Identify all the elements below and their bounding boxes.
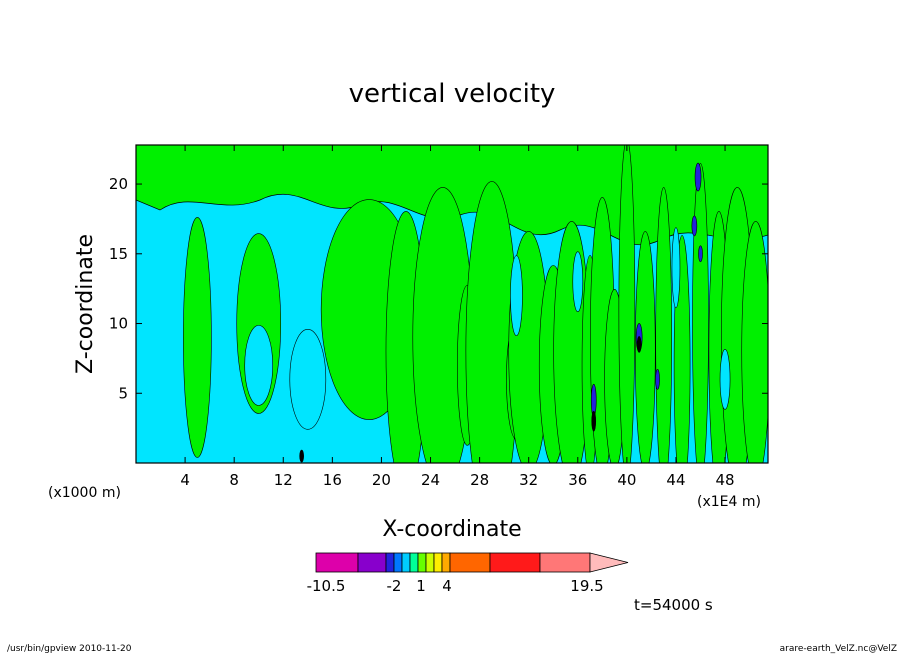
x-tick-label: 44 <box>666 471 685 489</box>
footer-right: arare-earth_VelZ.nc@VelZ <box>780 644 897 654</box>
contour-region <box>634 231 656 463</box>
x-unit-left: (x1000 m) <box>48 485 121 501</box>
colorbar-label: 4 <box>442 577 452 595</box>
chart-title: vertical velocity <box>349 79 556 109</box>
colorbar-swatch <box>401 552 411 573</box>
colorbar-label: 1 <box>416 577 426 595</box>
x-axis-label: X-coordinate <box>382 517 521 542</box>
x-unit-right: (x1E4 m) <box>697 494 761 510</box>
contour-region <box>691 215 698 237</box>
x-tick-label: 28 <box>470 471 489 489</box>
contour-region <box>655 369 660 390</box>
y-tick-label: 15 <box>109 245 128 263</box>
colorbar-label: -10.5 <box>307 577 346 595</box>
contour-region <box>183 217 212 458</box>
time-label: t=54000 s <box>634 596 713 614</box>
colorbar-swatch <box>449 552 491 573</box>
x-tick-label: 12 <box>274 471 293 489</box>
x-axis: 4 8 12 16 20 24 28 32 36 40 44 48 <box>180 145 735 489</box>
y-tick-label: 5 <box>118 384 128 402</box>
colorbar-swatch <box>433 552 443 573</box>
colorbar-swatch <box>539 552 591 573</box>
contour-region <box>591 410 597 432</box>
y-tick-label: 20 <box>109 175 128 193</box>
x-tick-label: 48 <box>716 471 735 489</box>
colorbar-swatch <box>417 552 427 573</box>
plot-frame <box>135 144 769 464</box>
y-axis: 5 10 15 20 <box>109 175 768 402</box>
x-tick-label: 4 <box>180 471 190 489</box>
contour-region <box>698 245 703 263</box>
contour-region <box>618 145 636 463</box>
colorbar: -10.5 -2 1 4 19.5 <box>307 552 629 595</box>
plot-area <box>135 144 769 464</box>
y-tick-label: 10 <box>109 315 128 333</box>
contour-field <box>136 145 768 463</box>
x-tick-label: 24 <box>421 471 440 489</box>
x-tick-label: 40 <box>617 471 636 489</box>
colorbar-swatch <box>425 552 435 573</box>
colorbar-arrow <box>589 552 629 573</box>
contour-region <box>692 163 709 463</box>
contour-region <box>655 187 672 463</box>
colorbar-swatch <box>315 552 359 573</box>
colorbar-swatch <box>489 552 541 573</box>
x-tick-label: 16 <box>323 471 342 489</box>
contour-region <box>572 251 584 312</box>
x-tick-label: 32 <box>519 471 538 489</box>
contour-region <box>694 162 702 192</box>
contour-region <box>671 227 681 309</box>
contour-region <box>510 255 523 336</box>
contour-region <box>289 329 327 430</box>
colorbar-swatch <box>409 552 419 573</box>
contour-region <box>244 325 274 406</box>
colorbar-label: 19.5 <box>570 577 603 595</box>
contour-region <box>719 349 731 410</box>
colorbar-swatch <box>393 552 403 573</box>
contour-region <box>299 449 304 463</box>
x-tick-label: 20 <box>372 471 391 489</box>
colorbar-swatch <box>385 552 395 573</box>
x-tick-label: 8 <box>229 471 239 489</box>
colorbar-swatch <box>357 552 387 573</box>
colorbar-swatch <box>441 552 451 573</box>
x-tick-label: 36 <box>568 471 587 489</box>
y-axis-label: Z-coordinate <box>73 234 98 374</box>
contour-region <box>741 221 768 463</box>
contour-region <box>636 336 642 353</box>
colorbar-label: -2 <box>387 577 402 595</box>
footer-left: /usr/bin/gpview 2010-11-20 <box>7 644 132 654</box>
